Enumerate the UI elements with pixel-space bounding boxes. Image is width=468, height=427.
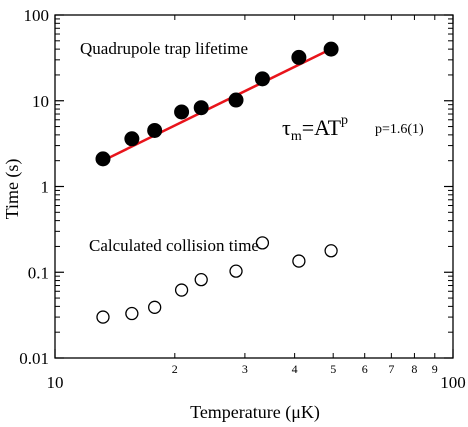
axes: 0.01 0.1 1 10 100 10 100 2 3 4 5 6 7 8 9 xyxy=(19,6,466,392)
data-point-collision xyxy=(174,283,189,297)
data-point-collision xyxy=(229,264,243,278)
x-major-tick-label: 10 xyxy=(47,373,64,392)
x-minor-tick-label: 3 xyxy=(242,362,248,376)
formula-p: p=1.6(1) xyxy=(375,122,424,137)
plot-frame xyxy=(54,14,454,359)
data-point-lifetime xyxy=(95,151,111,167)
x-minor-tick-label: 7 xyxy=(388,362,394,376)
fit-line xyxy=(102,47,334,162)
y-tick-label: 0.01 xyxy=(19,349,49,368)
x-minor-tick-label: 5 xyxy=(330,362,336,376)
y-tick-label: 100 xyxy=(24,6,50,25)
fit-line-group xyxy=(102,47,334,162)
x-minor-tick-label: 8 xyxy=(411,362,417,376)
data-point-collision xyxy=(292,254,306,268)
formula-sup: p xyxy=(341,113,348,128)
data-point-collision xyxy=(324,244,338,258)
series1-label: Quadrupole trap lifetime xyxy=(80,39,248,58)
y-tick-label: 1 xyxy=(41,178,50,197)
y-axis-label: Time (s) xyxy=(2,159,23,220)
data-point-collision xyxy=(96,310,110,324)
data-point-collision xyxy=(255,236,270,250)
data-point-lifetime xyxy=(228,92,244,108)
y-tick-label: 0.1 xyxy=(28,263,49,282)
data-point-collision xyxy=(125,306,139,321)
y-tick-label: 10 xyxy=(32,92,49,111)
formula-sub: m xyxy=(291,129,302,144)
x-minor-tick-label: 9 xyxy=(432,362,438,376)
formula: τm=ATp xyxy=(282,113,348,144)
formula-eq: =AT xyxy=(302,115,342,140)
data-point-lifetime xyxy=(147,122,163,138)
x-minor-tick-label: 2 xyxy=(172,362,178,376)
data-point-lifetime xyxy=(291,49,307,65)
series2-label: Calculated collision time xyxy=(89,236,259,255)
x-minor-tick-label: 6 xyxy=(362,362,368,376)
points-group xyxy=(95,41,339,324)
x-minor-tick-label: 4 xyxy=(292,362,298,376)
formula-tau: τ xyxy=(282,115,291,140)
data-point-lifetime xyxy=(124,131,140,147)
data-point-lifetime xyxy=(193,100,209,116)
data-point-collision xyxy=(194,272,208,287)
x-major-tick-label: 100 xyxy=(440,373,466,392)
x-axis-label: Temperature (μK) xyxy=(190,402,320,423)
data-point-lifetime xyxy=(254,71,270,87)
data-point-lifetime xyxy=(174,104,190,120)
data-point-collision xyxy=(148,300,162,314)
data-point-lifetime xyxy=(323,41,339,57)
